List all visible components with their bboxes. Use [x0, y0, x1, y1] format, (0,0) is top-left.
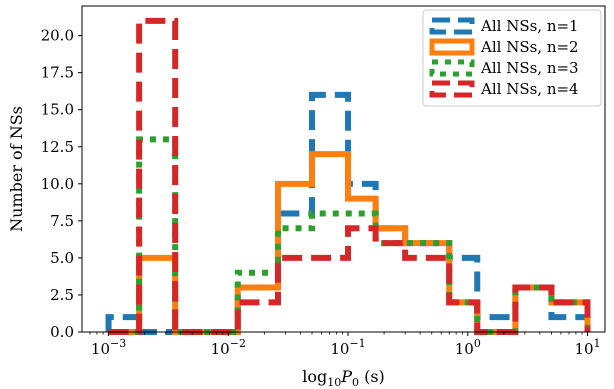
legend: All NSs, n=1 All NSs, n=2 All NSs, n=3 All …	[422, 9, 602, 107]
y-tick-label: 7.5	[50, 212, 74, 230]
legend-label-n4: All NSs, n=4	[480, 80, 579, 98]
axis-ticks: 10−3 10−2 10−1 100 101 0.0 2.5 5.0 7.5 10.0 12.5 15…	[41, 27, 601, 358]
x-tick-label: 10−1	[330, 337, 365, 358]
y-tick-label: 10.0	[41, 175, 74, 193]
x-axis-label: log10P0 (s)	[302, 367, 385, 389]
series-line-n3	[108, 136, 591, 335]
x-tick-label: 10−3	[91, 337, 126, 358]
y-tick-label: 2.5	[50, 286, 74, 304]
y-tick-label: 0.0	[50, 323, 74, 341]
legend-label-n3: All NSs, n=3	[480, 59, 579, 77]
legend-swatch-n2	[429, 38, 475, 56]
y-tick-label: 12.5	[41, 138, 74, 156]
y-axis-label: Number of NSs	[7, 106, 26, 232]
axes-frame	[81, 5, 606, 333]
x-tick-label: 10−2	[211, 337, 246, 358]
y-tick-label: 15.0	[41, 101, 74, 119]
legend-label-n2: All NSs, n=2	[480, 38, 579, 56]
y-tick-label: 17.5	[41, 64, 74, 82]
x-tick-label: 101	[574, 337, 600, 358]
x-tick-label: 100	[455, 337, 481, 358]
y-tick-label: 20.0	[41, 27, 74, 45]
legend-label-n1: All NSs, n=1	[480, 17, 579, 35]
y-tick-label: 5.0	[50, 249, 74, 267]
